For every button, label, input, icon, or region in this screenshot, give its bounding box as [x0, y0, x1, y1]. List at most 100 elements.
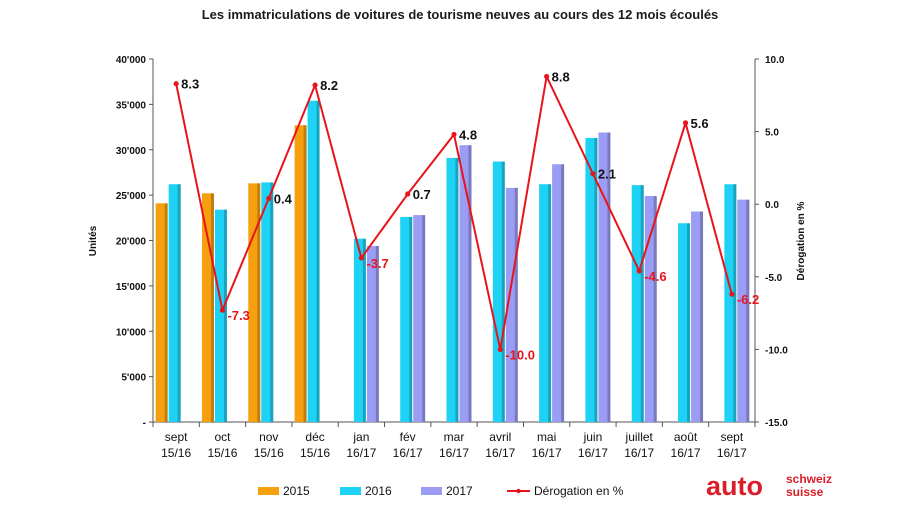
y2-tick-label: 0.0 [765, 200, 779, 211]
bar-2017-12 [737, 199, 750, 422]
bar-shade-2016-0 [177, 184, 181, 422]
bars [155, 100, 750, 423]
bar-2017-6 [459, 145, 472, 422]
legend-swatch-2016 [340, 487, 361, 495]
deviation-label-0: 8.3 [181, 77, 199, 92]
bar-2015-0 [155, 203, 168, 422]
deviation-label-9: 2.1 [598, 167, 616, 182]
bar-2016-7 [492, 161, 505, 423]
legend-marker-deviation [516, 488, 521, 494]
bar-2015-3 [294, 125, 307, 422]
category-label-3: déc [305, 430, 324, 444]
category-period-9: 16/17 [578, 446, 608, 460]
bar-2017-11 [691, 211, 704, 422]
bar-shade-2015-1 [210, 193, 214, 422]
y-tick-label: 20'000 [116, 237, 147, 248]
category-label-11: août [674, 430, 698, 444]
legend: 2015 2016 2017 Dérogation en % [258, 484, 624, 498]
y2-tick-label: 10.0 [765, 55, 785, 66]
deviation-point-12 [729, 291, 735, 297]
y-tick-label: - [143, 418, 146, 429]
deviation-label-6: 4.8 [459, 128, 477, 143]
category-period-12: 16/17 [717, 446, 747, 460]
bar-shade-2017-7 [514, 187, 518, 422]
legend-label-2016: 2016 [365, 484, 392, 498]
deviation-point-3 [312, 82, 318, 88]
bar-shade-2016-6 [455, 157, 459, 423]
category-period-6: 16/17 [439, 446, 469, 460]
y2-tick-label: 5.0 [765, 128, 779, 139]
deviation-point-9 [590, 171, 596, 177]
logo-text-suisse: suisse [786, 485, 824, 499]
bar-shade-2016-10 [640, 185, 644, 422]
bar-shade-2015-2 [257, 183, 261, 422]
bar-2016-5 [400, 216, 413, 422]
bar-shade-2017-6 [468, 145, 472, 422]
deviation-label-3: 8.2 [320, 78, 338, 93]
y-axis-label: Unités [88, 225, 99, 256]
y2-axis-label: Dérogation en % [796, 201, 807, 280]
bar-shade-2017-10 [653, 196, 657, 422]
deviation-label-1: -7.3 [227, 308, 249, 323]
deviation-point-1 [219, 307, 226, 313]
y2-tick-label: -10.0 [765, 345, 788, 356]
bar-shade-2015-3 [303, 125, 307, 422]
bar-shade-2016-5 [409, 216, 413, 422]
category-label-8: mai [537, 430, 556, 444]
category-period-1: 15/16 [207, 446, 237, 460]
deviation-line: 8.3 -7.3 0.4 8.2 -3.7 0.7 4.8 -10.0 8.8 2.1 -4.6 5.… [173, 69, 759, 362]
auto-schweiz-logo: auto schweiz suisse [706, 471, 832, 501]
deviation-label-11: 5.6 [691, 116, 709, 131]
bar-shade-2016-11 [687, 223, 691, 422]
deviation-label-5: 0.7 [413, 187, 431, 202]
y-tick-label: 35'000 [116, 100, 147, 111]
deviation-label-8: 8.8 [552, 69, 570, 84]
deviation-point-5 [405, 191, 411, 197]
bar-shade-2015-0 [164, 203, 168, 422]
deviation-point-7 [497, 346, 503, 352]
y-tick-label: 5'000 [121, 373, 146, 384]
deviation-point-8 [544, 73, 550, 80]
deviation-point-2 [266, 195, 272, 201]
category-period-0: 15/16 [161, 446, 191, 460]
y-tick-label: 10'000 [116, 327, 147, 338]
bar-shade-2017-5 [422, 215, 426, 422]
bar-2016-0 [168, 184, 181, 422]
deviation-label-4: -3.7 [366, 256, 388, 271]
category-period-5: 16/17 [393, 446, 423, 460]
bar-2016-4 [353, 238, 366, 422]
bar-shade-2016-3 [316, 100, 320, 423]
y-tick-label: 40'000 [116, 55, 147, 66]
bar-shade-2016-12 [733, 184, 737, 422]
bar-shade-2016-1 [223, 209, 227, 422]
deviation-label-10: -4.6 [644, 269, 666, 284]
deviation-label-7: -10.0 [505, 347, 535, 362]
bar-2016-2 [261, 182, 274, 422]
category-period-4: 16/17 [346, 446, 376, 460]
category-period-7: 16/17 [485, 446, 515, 460]
legend-label-2015: 2015 [283, 484, 310, 498]
category-label-4: jan [352, 430, 369, 444]
bar-shade-2017-9 [607, 132, 611, 422]
category-labels: sept 15/16 oct 15/16 nov 15/16 déc 15/16 jan 16/1… [161, 430, 747, 460]
category-period-10: 16/17 [624, 446, 654, 460]
bar-2016-8 [539, 184, 552, 422]
logo-text-schweiz: schweiz [786, 472, 832, 486]
category-period-3: 15/16 [300, 446, 330, 460]
category-label-7: avril [489, 430, 511, 444]
deviation-point-0 [173, 81, 179, 87]
legend-label-2017: 2017 [446, 484, 473, 498]
category-label-12: sept [721, 430, 744, 444]
category-label-6: mar [444, 430, 465, 444]
deviation-point-10 [636, 268, 642, 274]
legend-swatch-2017 [421, 487, 442, 495]
bar-2017-10 [644, 196, 657, 422]
bar-shade-2017-4 [375, 245, 379, 422]
category-label-9: juin [583, 430, 603, 444]
bar-2016-6 [446, 157, 459, 423]
y2-tick-label: -15.0 [765, 418, 788, 429]
logo-text-auto: auto [706, 471, 763, 501]
bar-shade-2016-9 [594, 137, 598, 422]
bar-shade-2016-7 [501, 161, 505, 423]
